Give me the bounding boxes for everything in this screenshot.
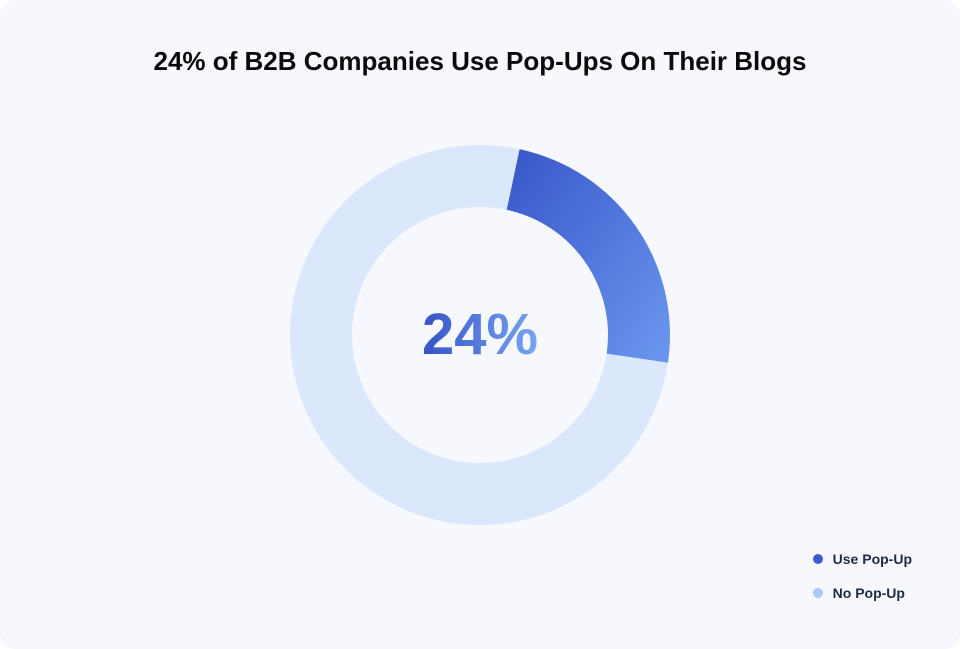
legend-dot-icon <box>813 588 823 598</box>
legend-label: Use Pop-Up <box>833 551 912 567</box>
chart-area: 24% <box>40 95 920 575</box>
donut-center-label: 24% <box>422 306 538 364</box>
chart-title: 24% of B2B Companies Use Pop-Ups On Thei… <box>40 46 920 77</box>
legend-item: Use Pop-Up <box>813 551 912 567</box>
infographic-card: 24% of B2B Companies Use Pop-Ups On Thei… <box>0 0 960 649</box>
legend: Use Pop-Up No Pop-Up <box>813 551 912 601</box>
legend-label: No Pop-Up <box>833 585 905 601</box>
legend-dot-icon <box>813 554 823 564</box>
legend-item: No Pop-Up <box>813 585 912 601</box>
